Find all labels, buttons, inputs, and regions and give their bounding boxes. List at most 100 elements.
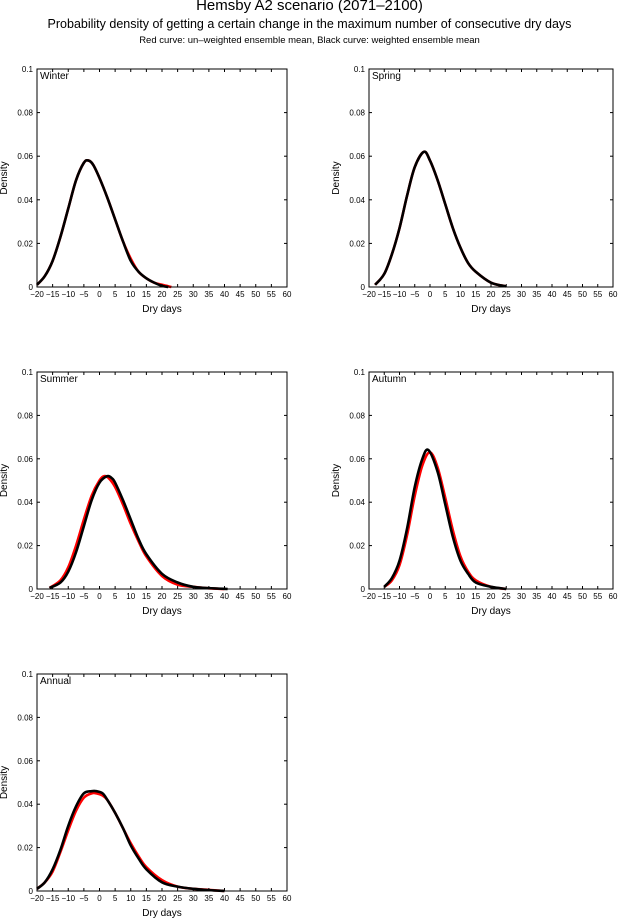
x-tick-label: 40 bbox=[220, 290, 229, 299]
unweighted-curve bbox=[374, 150, 507, 288]
x-tick-label: 55 bbox=[267, 592, 276, 601]
panel-autumn: −20 −15 −10 −5 0 5 10 15 20 25 30 35 40 45 50 55 60 0 0.02… bbox=[331, 368, 618, 617]
x-axis-label: Dry days bbox=[142, 304, 181, 315]
y-tick-label: 0.06 bbox=[349, 455, 365, 464]
y-tick-label: 0.02 bbox=[349, 542, 365, 551]
x-tick-label: 35 bbox=[204, 592, 213, 601]
figure-title: Hemsby A2 scenario (2071–2100) bbox=[196, 0, 423, 14]
x-tick-label: 45 bbox=[236, 894, 245, 903]
x-tick-label: 25 bbox=[173, 592, 182, 601]
panel-winter: −20 −15 −10 −5 0 5 10 15 20 25 30 35 40 45 50 55 60 0 0.02… bbox=[0, 65, 292, 315]
x-tick-label: 40 bbox=[220, 894, 229, 903]
x-tick-label: −20 bbox=[30, 894, 44, 903]
y-tick-label: 0 bbox=[361, 585, 366, 594]
x-tick-label: −15 bbox=[377, 592, 391, 601]
x-tick-label: −5 bbox=[79, 290, 89, 299]
x-tick-label: 60 bbox=[283, 592, 292, 601]
x-tick-label: −20 bbox=[30, 592, 44, 601]
x-axis-label: Dry days bbox=[471, 606, 510, 617]
x-tick-label: −20 bbox=[362, 290, 376, 299]
x-tick-label: 25 bbox=[173, 290, 182, 299]
y-axis-label: Density bbox=[0, 464, 10, 497]
x-tick-label: −10 bbox=[61, 290, 75, 299]
y-tick-label: 0.02 bbox=[17, 239, 33, 248]
x-tick-label: 50 bbox=[251, 894, 260, 903]
x-tick-label: 30 bbox=[189, 592, 198, 601]
x-tick-label: 50 bbox=[578, 592, 587, 601]
axes-frame bbox=[368, 371, 614, 590]
y-tick-label: 0.06 bbox=[17, 757, 33, 766]
x-tick-label: −5 bbox=[410, 290, 420, 299]
x-tick-label: 0 bbox=[97, 592, 102, 601]
x-tick-label: 60 bbox=[609, 592, 618, 601]
x-tick-label: 40 bbox=[548, 290, 557, 299]
x-tick-label: 60 bbox=[283, 894, 292, 903]
x-tick-label: 10 bbox=[126, 894, 135, 903]
x-tick-label: 0 bbox=[97, 290, 102, 299]
y-tick-label: 0.08 bbox=[349, 411, 365, 420]
y-tick-label: 0.06 bbox=[17, 455, 33, 464]
y-tick-label: 0.08 bbox=[349, 109, 365, 118]
x-tick-label: 30 bbox=[189, 894, 198, 903]
axes-frame bbox=[36, 673, 288, 892]
y-tick-label: 0.04 bbox=[17, 498, 33, 507]
x-tick-label: 35 bbox=[532, 592, 541, 601]
x-tick-label: 10 bbox=[126, 592, 135, 601]
y-tick-label: 0.06 bbox=[349, 152, 365, 161]
unweighted-curve bbox=[48, 474, 225, 591]
weighted-curve bbox=[36, 789, 225, 893]
x-tick-label: 15 bbox=[142, 290, 151, 299]
x-tick-label: 10 bbox=[456, 592, 465, 601]
x-tick-label: 55 bbox=[593, 592, 602, 601]
y-tick-label: 0.06 bbox=[17, 152, 33, 161]
panel-title: Spring bbox=[372, 71, 401, 82]
x-tick-label: 0 bbox=[428, 290, 433, 299]
weighted-curve bbox=[36, 158, 169, 289]
x-tick-label: 50 bbox=[251, 592, 260, 601]
y-tick-label: 0 bbox=[361, 283, 366, 292]
x-tick-label: −5 bbox=[79, 894, 89, 903]
x-tick-label: 0 bbox=[97, 894, 102, 903]
x-tick-label: 15 bbox=[142, 592, 151, 601]
y-tick-label: 0.04 bbox=[349, 196, 365, 205]
figure-legend-note: Red curve: un–weighted ensemble mean, Bl… bbox=[139, 35, 480, 46]
x-tick-label: 10 bbox=[456, 290, 465, 299]
axes-frame bbox=[368, 68, 614, 288]
x-tick-label: −15 bbox=[46, 290, 60, 299]
x-tick-label: −15 bbox=[46, 894, 60, 903]
x-tick-label: 55 bbox=[593, 290, 602, 299]
y-axis-label: Density bbox=[0, 766, 10, 799]
x-tick-label: 25 bbox=[502, 290, 511, 299]
y-tick-label: 0.08 bbox=[17, 109, 33, 118]
y-tick-label: 0.02 bbox=[349, 239, 365, 248]
y-tick-label: 0.04 bbox=[349, 498, 365, 507]
axes-frame bbox=[36, 68, 288, 288]
x-tick-label: 45 bbox=[236, 290, 245, 299]
panel-annual: −20 −15 −10 −5 0 5 10 15 20 25 30 35 40 45 50 55 60 0 0.02… bbox=[0, 670, 292, 919]
weighted-curve bbox=[48, 474, 228, 591]
y-tick-label: 0.1 bbox=[22, 65, 34, 74]
x-tick-label: 20 bbox=[158, 894, 167, 903]
x-tick-label: 50 bbox=[251, 290, 260, 299]
x-tick-label: 50 bbox=[578, 290, 587, 299]
y-axis-label: Density bbox=[331, 161, 342, 194]
x-tick-label: 30 bbox=[517, 290, 526, 299]
panel-title: Annual bbox=[40, 676, 71, 687]
unweighted-curve bbox=[36, 158, 172, 289]
x-tick-label: 55 bbox=[267, 290, 276, 299]
y-tick-label: 0.02 bbox=[17, 542, 33, 551]
x-tick-label: 25 bbox=[173, 894, 182, 903]
y-tick-label: 0.1 bbox=[22, 670, 34, 679]
x-tick-label: 20 bbox=[487, 592, 496, 601]
x-tick-label: −15 bbox=[46, 592, 60, 601]
x-tick-label: −5 bbox=[410, 592, 420, 601]
x-tick-label: −10 bbox=[393, 290, 407, 299]
x-tick-label: −20 bbox=[30, 290, 44, 299]
panel-title: Summer bbox=[40, 374, 78, 385]
x-axis-label: Dry days bbox=[142, 606, 181, 617]
y-tick-label: 0 bbox=[29, 283, 34, 292]
x-tick-label: 35 bbox=[204, 290, 213, 299]
y-tick-label: 0 bbox=[29, 887, 34, 896]
x-tick-label: 60 bbox=[609, 290, 618, 299]
